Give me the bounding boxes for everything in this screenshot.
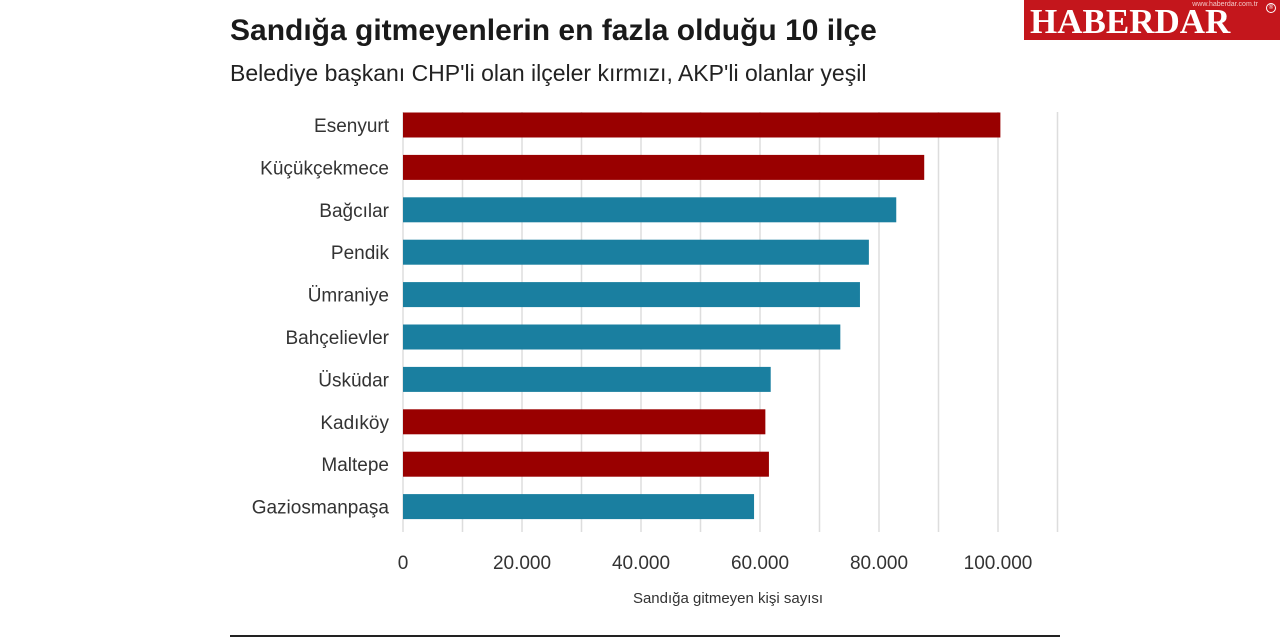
bar [403,366,771,392]
bars [403,112,1001,520]
bar [403,239,869,265]
bar [403,494,755,520]
bar [403,282,860,308]
registered-mark-icon: ® [1266,3,1276,13]
category-label: Maltepe [321,455,389,476]
category-label: Bahçelievler [286,328,390,349]
chart-title: Sandığa gitmeyenlerin en fazla olduğu 10… [230,14,877,47]
tick-label: 20.000 [493,553,551,574]
x-tick-labels: 0 20.000 40.000 60.000 80.000 100.000 [398,553,1033,574]
tick-label: 80.000 [850,553,908,574]
bar [403,451,769,477]
category-label: Üsküdar [318,370,389,391]
logo-url: www.haberdar.com.tr [1192,1,1258,8]
category-label: Pendik [331,243,390,264]
bar [403,154,925,180]
category-label: Ümraniye [308,286,389,307]
category-labels: Esenyurt Küçükçekmece Bağcılar Pendik Ümrani… [252,116,390,519]
tick-label: 100.000 [964,553,1033,574]
bar [403,409,766,435]
tick-label: 60.000 [731,553,789,574]
category-label: Küçükçekmece [260,158,389,179]
tick-label: 0 [398,553,409,574]
bar [403,324,841,350]
category-label: Bağcılar [319,201,389,222]
category-label: Kadıköy [320,413,389,434]
bar [403,112,1001,138]
category-label: Esenyurt [314,116,390,137]
haberdar-logo: www.haberdar.com.tr HABERDAR ® [1024,0,1280,40]
bar [403,197,897,223]
bottom-divider [230,635,1060,637]
x-axis-label: Sandığa gitmeyen kişi sayısı [633,590,823,607]
grid-lines [402,112,1059,532]
chart-subtitle: Belediye başkanı CHP'li olan ilçeler kır… [230,60,867,86]
logo-text: HABERDAR [1030,2,1231,40]
category-label: Gaziosmanpaşa [252,498,390,519]
tick-label: 40.000 [612,553,670,574]
